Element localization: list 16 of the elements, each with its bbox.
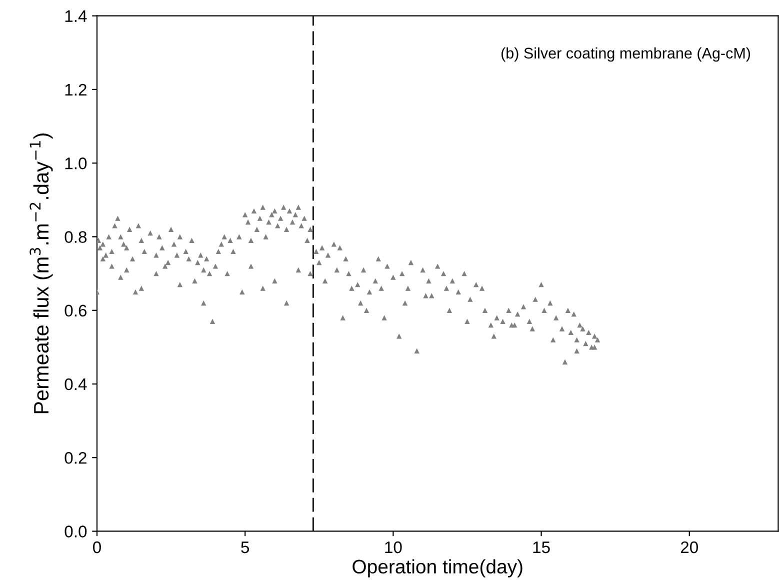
annotation: (b) Silver coating membrane (Ag-cM) (501, 47, 750, 62)
y-tick-label: 0.0 (64, 526, 87, 538)
y-tick-label: 1.0 (65, 158, 87, 170)
y-tick-label: 0.4 (64, 378, 87, 390)
x-tick-label: 10 (385, 541, 402, 554)
y-tick-label: 1.4 (65, 10, 87, 22)
y-tick-label: 0.6 (64, 304, 87, 317)
x-tick-label: 20 (680, 541, 698, 554)
x-tick-label: 15 (533, 542, 550, 554)
x-axis-title: Operation time(day) (352, 559, 522, 578)
y-tick-label: 0.8 (64, 231, 87, 243)
x-tick-label: 5 (241, 542, 250, 554)
y-tick-label: 1.2 (65, 84, 86, 96)
x-tick-label: 0 (93, 541, 101, 554)
y-tick-label: 0.2 (64, 452, 86, 464)
y-axis-title: Permeate flux (m$^{3}$.m$^{−2}$.day$^{−1}$) (30, 134, 53, 414)
